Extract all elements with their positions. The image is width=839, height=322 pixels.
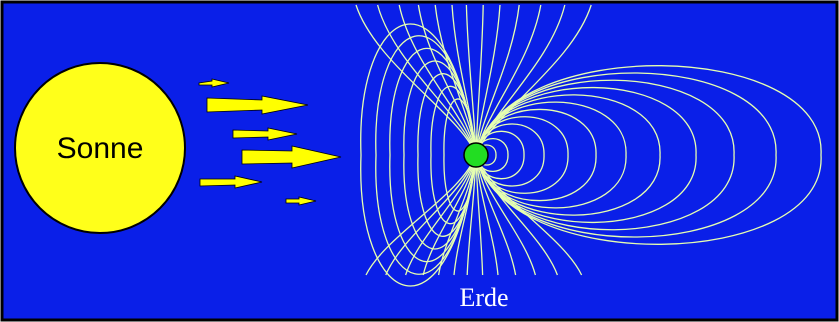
field-line [355,4,477,156]
solar-wind-arrow [198,78,230,88]
field-line [475,4,566,156]
field-line [398,4,477,156]
solar-wind-arrow [206,95,309,115]
field-line [475,123,545,187]
field-line [475,72,777,238]
field-line [443,98,477,212]
earth-label: Erde [459,283,508,312]
field-line [437,154,477,276]
field-line [475,130,525,180]
field-line [434,4,477,156]
field-line [475,4,520,156]
field-line [475,108,597,202]
field-line [475,4,501,156]
sun-disc [14,62,186,234]
field-line [475,101,627,209]
field-line [475,154,517,276]
solar-wind-arrow [232,127,298,141]
field-line [430,85,477,225]
field-line [475,154,583,276]
earth-globe [463,142,489,168]
field-line [385,154,477,276]
field-line [451,4,477,156]
field-line [475,116,569,194]
field-line [417,4,477,156]
magnetic-field-lines [355,4,822,287]
field-line [475,94,661,216]
field-line [453,154,477,276]
field-line [475,4,542,156]
field-line [475,79,735,231]
field-line [465,4,477,156]
field-line [475,154,559,276]
solar-wind-arrow [241,145,342,169]
field-line [404,154,477,276]
field-line [475,154,499,276]
field-line [422,154,477,276]
field-line [475,65,822,245]
field-line [375,35,477,275]
field-line [475,86,697,224]
field-line [365,154,477,276]
field-line [417,73,477,237]
solar-wind-arrow [285,196,317,206]
field-line [475,4,592,156]
field-line [475,4,484,156]
sun-label: Sonne [57,132,144,165]
solar-wind-arrows [198,78,342,206]
field-line [475,138,509,172]
field-line [360,23,477,287]
field-line [376,4,477,156]
field-line [475,154,537,276]
solar-wind-arrow [199,175,263,189]
